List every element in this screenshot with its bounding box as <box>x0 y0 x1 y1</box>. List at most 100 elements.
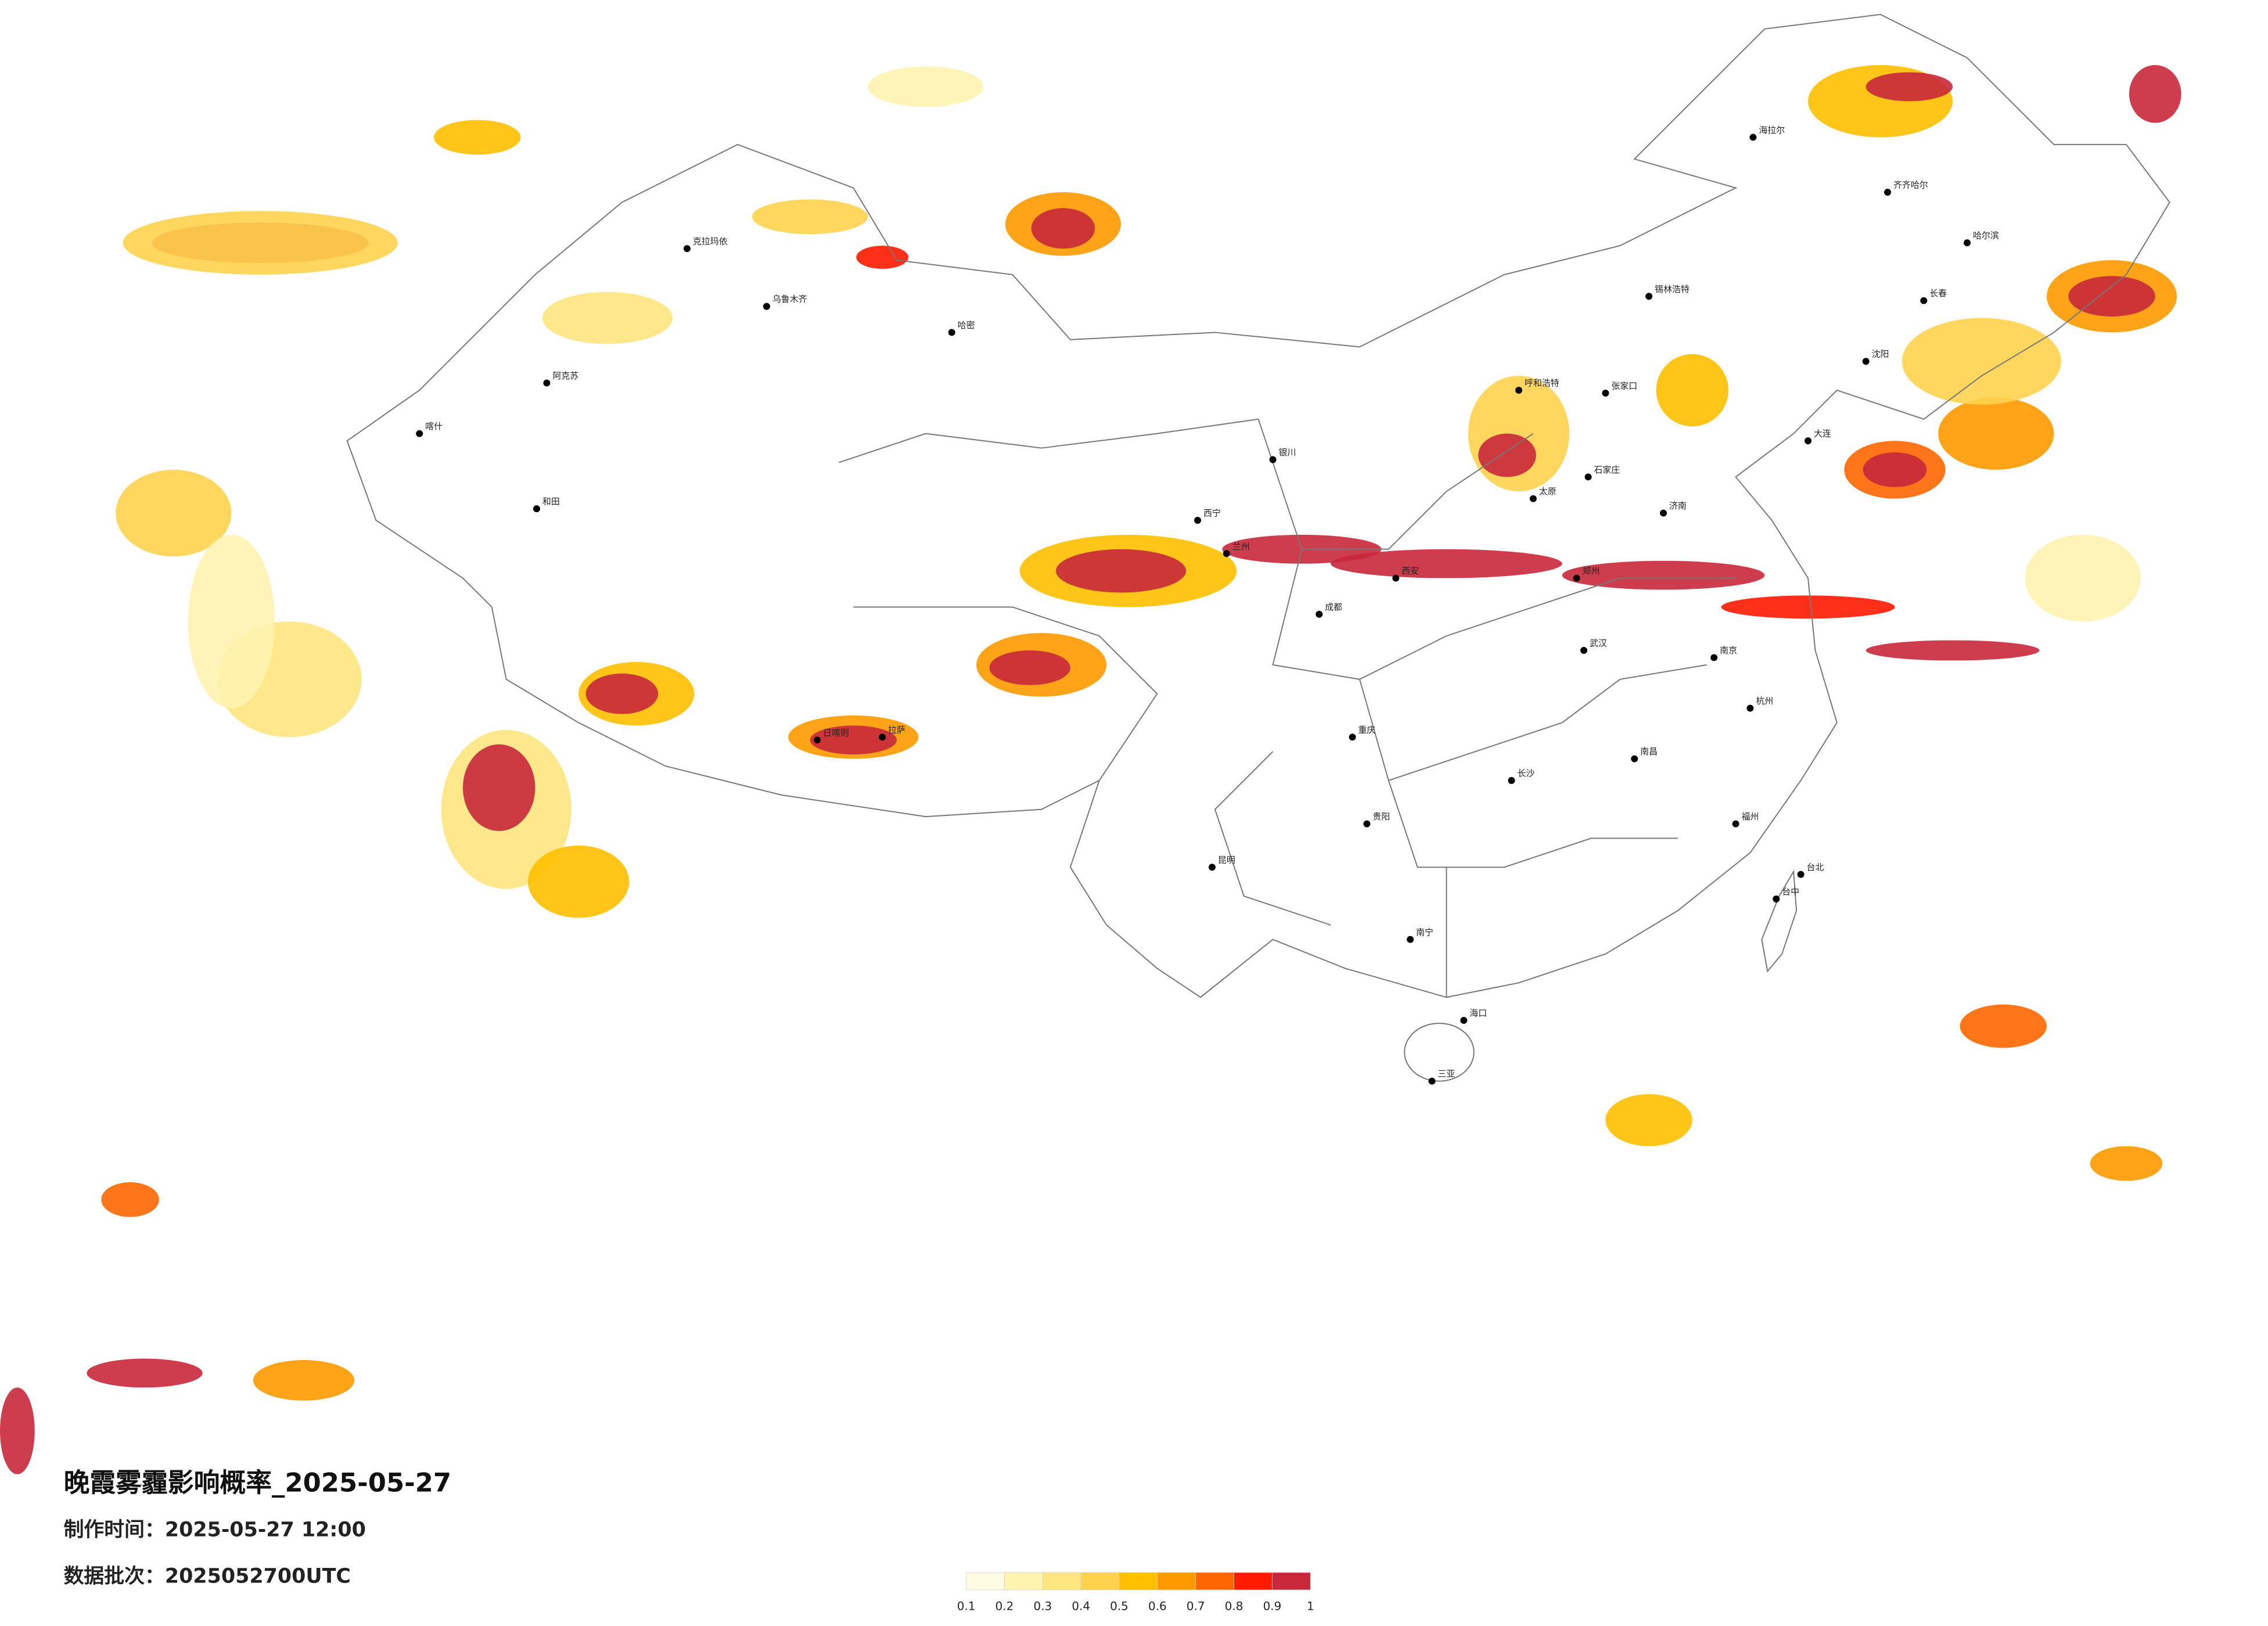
city-label: 重庆 <box>1358 725 1376 735</box>
city-dot <box>1460 1017 1468 1024</box>
city-dot <box>1884 189 1891 196</box>
city-label: 海口 <box>1469 1008 1487 1019</box>
city-dot <box>1797 870 1805 878</box>
city-dot <box>1363 820 1371 828</box>
city-dot <box>1773 895 1780 903</box>
city-label: 沈阳 <box>1872 349 1889 359</box>
city-dot <box>948 329 955 336</box>
haze-blob <box>116 469 232 557</box>
city-dot <box>1805 437 1812 445</box>
city-label: 杭州 <box>1756 696 1773 706</box>
taiwan <box>1761 869 1798 973</box>
city-label: 哈密 <box>958 320 975 330</box>
city-dot <box>1428 1077 1436 1085</box>
city-label: 台中 <box>1782 887 1799 897</box>
made-time: 制作时间：2025-05-27 12:00 <box>64 1519 366 1542</box>
city-label: 长春 <box>1929 288 1947 298</box>
city-dot <box>879 733 886 741</box>
colorbar-segment <box>1004 1572 1043 1591</box>
haze-blob <box>1562 560 1765 590</box>
city-label: 昆明 <box>1218 855 1235 865</box>
city-dot <box>1584 473 1592 481</box>
city-label: 三亚 <box>1437 1069 1455 1079</box>
haze-blob <box>87 1358 203 1388</box>
city-dot <box>1580 647 1588 654</box>
city-label: 西宁 <box>1203 508 1221 519</box>
city-label: 阿克苏 <box>552 370 578 381</box>
city-label: 和田 <box>542 497 560 507</box>
hainan <box>1404 1023 1475 1082</box>
haze-blob <box>1721 595 1895 619</box>
colorbar-segment <box>1272 1572 1311 1591</box>
city-dot <box>1645 293 1653 300</box>
city-dot <box>763 303 770 310</box>
haze-blob <box>462 744 535 832</box>
city-dot <box>1269 456 1277 463</box>
city-label: 锡林浩特 <box>1655 284 1690 294</box>
city-dot <box>1602 390 1609 397</box>
haze-blob <box>810 725 897 755</box>
city-label: 海拉尔 <box>1759 125 1785 135</box>
city-dot <box>814 736 821 744</box>
haze-blob <box>1866 640 2040 661</box>
colorbar-label: 1 <box>1307 1600 1314 1613</box>
haze-blob <box>434 120 521 155</box>
city-dot <box>1862 358 1870 365</box>
colorbar-segment <box>1195 1572 1234 1591</box>
city-dot <box>543 379 551 387</box>
haze-blob <box>1031 208 1095 249</box>
city-dot <box>1529 495 1537 502</box>
title: 晚霞雾霾影响概率_2025-05-27 <box>64 1467 452 1498</box>
province-border <box>839 418 1736 998</box>
city-dot <box>1209 864 1216 871</box>
city-label: 武汉 <box>1590 638 1607 649</box>
city-label: 大连 <box>1814 429 1831 439</box>
haze-blob <box>989 650 1070 685</box>
city-label: 贵阳 <box>1372 811 1390 822</box>
city-dot <box>1349 733 1356 741</box>
haze-blob <box>2090 1146 2163 1181</box>
city-label: 银川 <box>1279 447 1296 458</box>
city-label: 齐齐哈尔 <box>1893 180 1928 190</box>
haze-blob <box>1656 354 1729 427</box>
colorbar-label: 0.9 <box>1263 1600 1282 1613</box>
city-label: 兰州 <box>1232 541 1250 552</box>
haze-blob <box>1938 397 2054 470</box>
colorbar-label: 0.8 <box>1225 1600 1243 1613</box>
city-label: 南昌 <box>1640 746 1658 757</box>
city-label: 南京 <box>1720 645 1737 656</box>
colorbar-segment <box>1080 1572 1120 1591</box>
country-border <box>346 13 2170 998</box>
city-label: 乌鲁木齐 <box>772 294 807 304</box>
colorbar-segment <box>1042 1572 1081 1591</box>
city-dot <box>416 430 423 437</box>
haze-blob <box>528 846 630 918</box>
haze-blob <box>752 199 868 235</box>
haze-blob <box>856 246 908 269</box>
city-dot <box>1315 610 1323 618</box>
city-dot <box>1749 134 1757 141</box>
haze-blob <box>1331 549 1562 578</box>
city-dot <box>1573 574 1580 582</box>
city-dot <box>1746 704 1754 712</box>
haze-blob <box>2025 534 2141 622</box>
city-label: 西安 <box>1401 566 1419 576</box>
city-label: 喀什 <box>425 421 443 431</box>
city-label: 台北 <box>1807 862 1824 872</box>
haze-blob <box>1056 549 1187 593</box>
city-dot <box>1710 654 1718 661</box>
colorbar-segment <box>1119 1572 1158 1591</box>
colorbar-label: 0.5 <box>1110 1600 1128 1613</box>
city-dot <box>1660 509 1667 517</box>
city-dot <box>1407 936 1414 943</box>
city-label: 长沙 <box>1517 768 1534 779</box>
city-label: 呼和浩特 <box>1525 378 1559 388</box>
city-label: 拉萨 <box>888 725 905 735</box>
city-label: 哈尔滨 <box>1973 231 1999 241</box>
city-label: 石家庄 <box>1594 465 1620 475</box>
city-label: 张家口 <box>1611 381 1637 391</box>
city-label: 南宁 <box>1416 927 1433 937</box>
haze-blob <box>188 534 275 708</box>
